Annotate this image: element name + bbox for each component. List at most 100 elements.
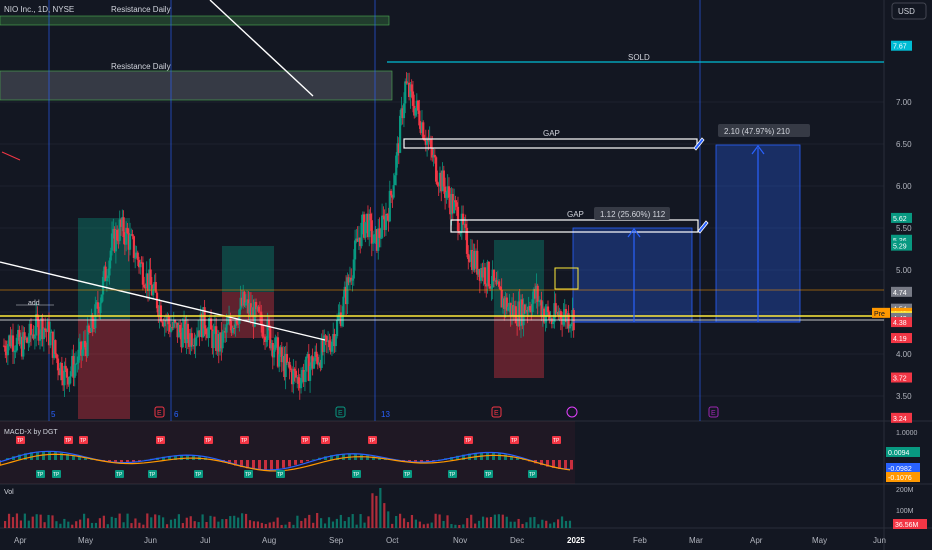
volume-bar xyxy=(316,513,319,528)
trend-line xyxy=(209,0,314,97)
volume-bar xyxy=(51,515,54,528)
candle-body xyxy=(22,332,25,357)
macd-bar xyxy=(138,460,141,461)
candle-body xyxy=(227,318,231,324)
candle-body xyxy=(329,347,332,352)
candle-body xyxy=(454,200,457,203)
candle-body xyxy=(243,291,246,306)
candle-body xyxy=(267,319,271,327)
candle-body xyxy=(229,318,232,326)
tp-signal-label: TP xyxy=(116,472,123,478)
earnings-icon[interactable] xyxy=(335,406,346,418)
volume-bar xyxy=(264,524,267,528)
candle-body xyxy=(398,115,402,153)
earnings-icon[interactable] xyxy=(491,406,502,418)
macd-bar xyxy=(54,451,57,460)
candle-body xyxy=(550,318,553,325)
macd-bar xyxy=(24,453,27,460)
tp-signal-marker xyxy=(36,470,45,478)
volume-bar xyxy=(209,515,212,528)
macd-bar xyxy=(42,451,45,460)
candle-body xyxy=(540,300,543,317)
volume-bar xyxy=(533,516,536,528)
candle-body xyxy=(113,228,116,252)
candle-body xyxy=(507,306,510,311)
volume-bar xyxy=(35,514,38,528)
candle-body xyxy=(314,351,317,362)
candle-body xyxy=(294,370,298,378)
candle-body xyxy=(297,377,300,384)
candle-body xyxy=(317,362,321,365)
volume-bar xyxy=(284,524,287,528)
candle-body xyxy=(276,337,280,367)
macd-bar xyxy=(162,456,165,460)
volume-bar xyxy=(355,524,358,528)
candle-body xyxy=(344,286,348,305)
candle-body xyxy=(486,261,489,287)
volume-bar xyxy=(19,520,22,528)
earnings-marker: E xyxy=(711,410,716,417)
candle-body xyxy=(248,303,251,314)
macd-bar xyxy=(120,460,123,463)
macd-bar xyxy=(276,460,279,469)
earnings-marker: E xyxy=(494,410,499,417)
macd-bar xyxy=(228,460,231,464)
macd-bar xyxy=(378,457,381,460)
candle-body xyxy=(468,259,471,262)
volume-bar xyxy=(391,523,394,528)
tp-signal-marker xyxy=(321,436,330,444)
candle-body xyxy=(473,250,476,269)
candle-body xyxy=(20,336,24,357)
volume-bar xyxy=(280,524,283,528)
volume-bar xyxy=(27,520,30,528)
volume-bar xyxy=(47,514,50,528)
time-axis-label: Oct xyxy=(386,536,399,545)
gap-rectangle xyxy=(450,219,699,233)
macd-value-badge xyxy=(886,463,920,473)
candle-body xyxy=(410,84,413,92)
premarket-tag xyxy=(872,307,890,318)
candle-body xyxy=(437,185,440,187)
candle-body xyxy=(155,292,159,309)
tp-signal-label: TP xyxy=(149,472,156,478)
volume-bar xyxy=(450,524,453,528)
dividend-icon[interactable] xyxy=(566,406,578,418)
candle-body xyxy=(269,326,272,349)
candle-body xyxy=(38,334,42,341)
candle-body xyxy=(521,299,524,326)
tp-signal-marker xyxy=(368,436,377,444)
candle-body xyxy=(143,284,146,288)
candle-body xyxy=(78,341,81,350)
candle-body xyxy=(215,326,218,351)
candle-body xyxy=(383,216,386,230)
earnings-icon[interactable] xyxy=(154,406,165,418)
volume-bar xyxy=(541,519,544,528)
candle-body xyxy=(351,278,354,281)
resistance-label: Resistance Daily xyxy=(111,5,171,14)
volume-bar xyxy=(438,514,441,528)
currency-button[interactable] xyxy=(891,2,927,20)
candle-body xyxy=(360,222,363,247)
volume-bar xyxy=(7,513,11,528)
volume-bar xyxy=(296,515,299,528)
candle-body xyxy=(422,122,425,139)
candle-body xyxy=(519,299,523,327)
candle-body xyxy=(382,215,385,217)
volume-bar xyxy=(86,518,90,528)
price-tick-label: 3.50 xyxy=(896,392,912,401)
projection-arrow-head xyxy=(751,145,765,155)
macd-bar xyxy=(546,460,549,467)
candle-body xyxy=(161,321,164,323)
resistance-zone xyxy=(0,15,390,26)
candle-body xyxy=(536,285,539,302)
volume-tick-label: 200M xyxy=(896,487,914,494)
volume-bar xyxy=(367,516,370,528)
earnings-icon[interactable] xyxy=(708,406,719,418)
candle-body xyxy=(260,311,263,325)
candle-body xyxy=(414,108,417,116)
volume-bar xyxy=(225,519,228,528)
candle-body xyxy=(98,308,101,313)
candle-body xyxy=(41,318,44,340)
candle-body xyxy=(492,269,496,282)
